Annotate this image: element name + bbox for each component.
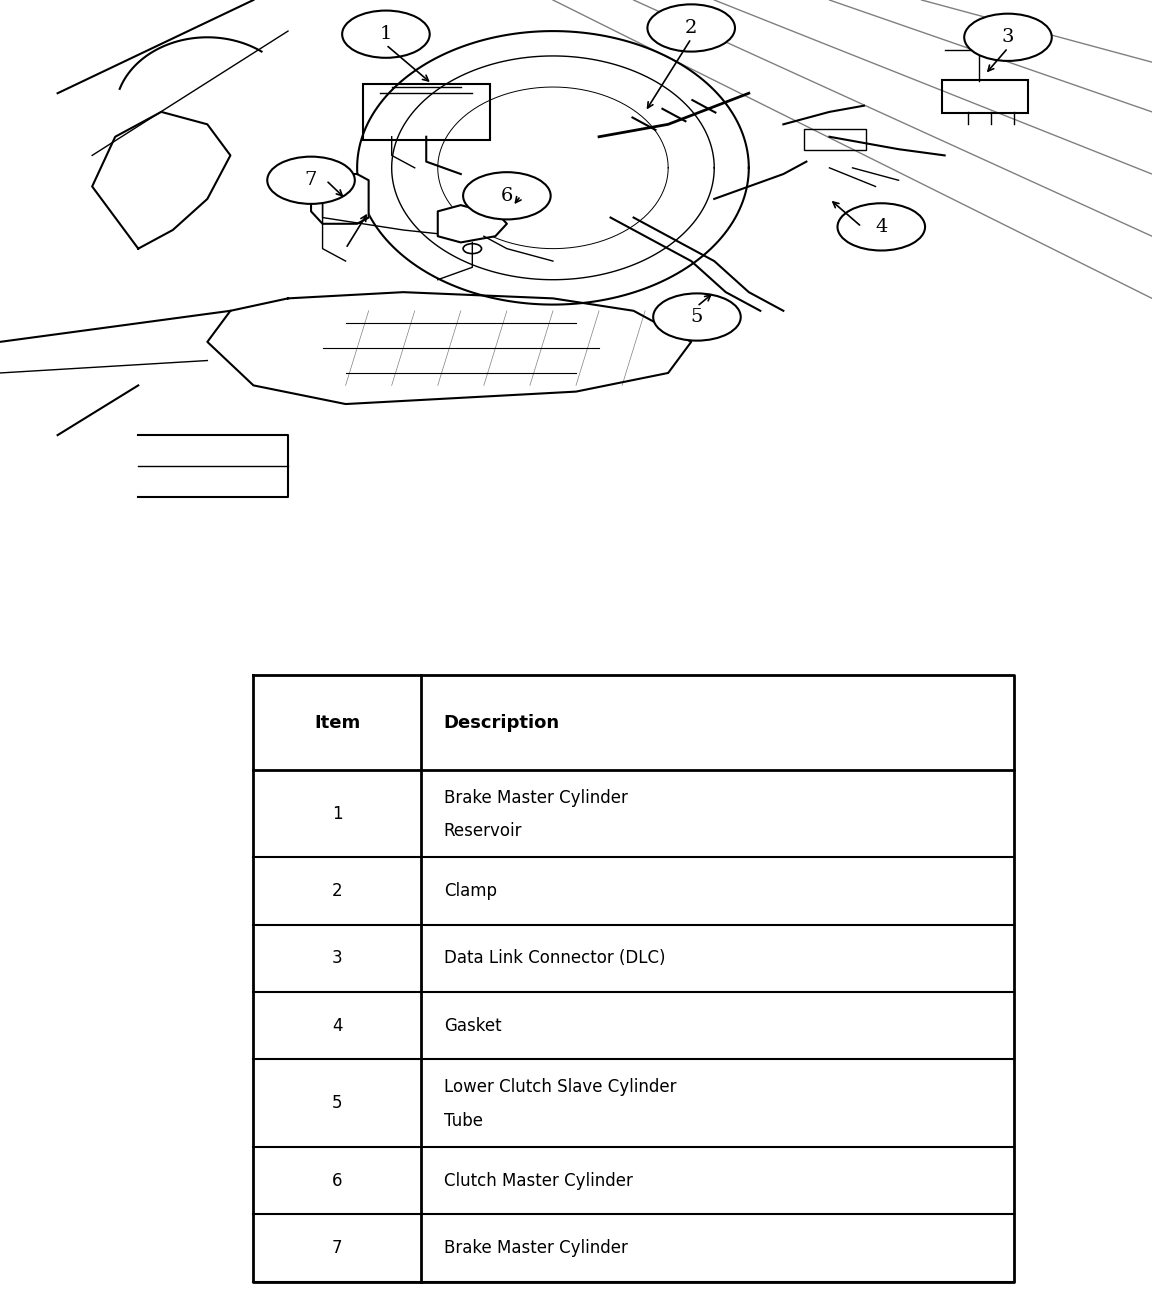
FancyBboxPatch shape: [942, 79, 1028, 113]
Text: Reservoir: Reservoir: [444, 822, 522, 840]
Text: 5: 5: [691, 308, 703, 326]
Text: 6: 6: [501, 186, 513, 205]
Polygon shape: [438, 205, 507, 242]
Circle shape: [342, 10, 430, 58]
FancyBboxPatch shape: [363, 84, 490, 140]
Circle shape: [463, 243, 482, 254]
Text: 4: 4: [332, 1017, 342, 1035]
Text: 1: 1: [380, 25, 392, 43]
Text: Clutch Master Cylinder: Clutch Master Cylinder: [444, 1172, 632, 1190]
Text: Gasket: Gasket: [444, 1017, 501, 1035]
Circle shape: [463, 172, 551, 219]
Text: 2: 2: [332, 882, 342, 900]
Circle shape: [964, 14, 1052, 61]
Text: 4: 4: [876, 218, 887, 236]
Text: Tube: Tube: [444, 1111, 483, 1129]
Text: 3: 3: [1002, 28, 1014, 47]
Text: Brake Master Cylinder: Brake Master Cylinder: [444, 789, 628, 807]
Circle shape: [653, 294, 741, 341]
Text: Description: Description: [444, 714, 560, 732]
Text: Clamp: Clamp: [444, 882, 497, 900]
Text: 2: 2: [685, 19, 697, 38]
Text: 1: 1: [332, 804, 342, 822]
FancyBboxPatch shape: [804, 130, 866, 150]
Polygon shape: [207, 293, 691, 404]
Circle shape: [647, 4, 735, 52]
Text: Item: Item: [314, 714, 361, 732]
Text: Lower Clutch Slave Cylinder: Lower Clutch Slave Cylinder: [444, 1079, 676, 1097]
Circle shape: [838, 203, 925, 250]
Text: Data Link Connector (DLC): Data Link Connector (DLC): [444, 949, 665, 967]
Text: 3: 3: [332, 949, 342, 967]
Text: 7: 7: [305, 171, 317, 189]
Text: 5: 5: [332, 1094, 342, 1112]
Text: 7: 7: [332, 1239, 342, 1257]
Text: Brake Master Cylinder: Brake Master Cylinder: [444, 1239, 628, 1257]
Text: 6: 6: [332, 1172, 342, 1190]
Polygon shape: [311, 174, 369, 224]
Circle shape: [267, 157, 355, 203]
